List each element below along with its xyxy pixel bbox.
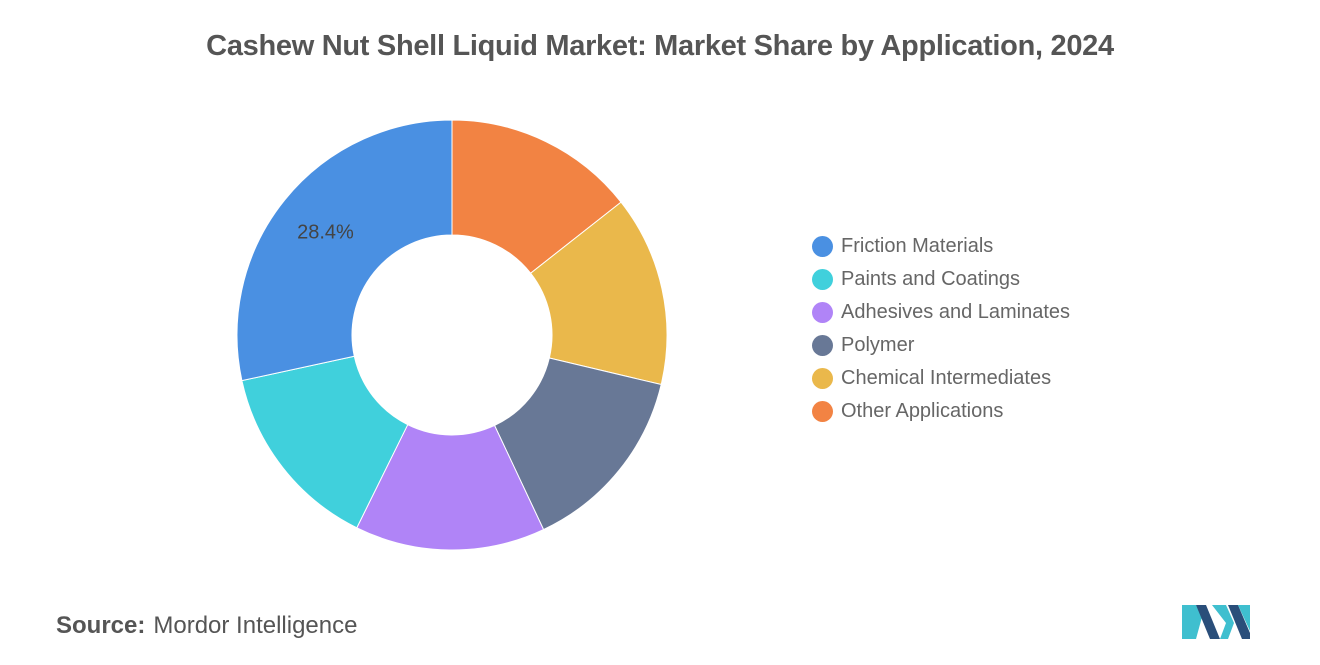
slice-polymer [493,357,662,531]
legend-label: Other Applications [841,400,1004,422]
legend-swatch [812,269,833,290]
legend-label: Polymer [841,334,915,356]
legend-swatch [812,335,833,356]
legend-item-friction-materials: Friction Materials [812,230,1070,263]
source-note: Source: Mordor Intelligence [56,612,357,640]
legend-swatch [812,236,833,257]
slice-paints-and-coatings [241,355,409,529]
slice-labels: 28.4% [297,221,354,243]
legend-item-other-applications: Other Applications [812,395,1070,428]
source-label: Source: [56,612,146,639]
mordor-intelligence-logo [1182,605,1250,639]
legend-swatch [812,302,833,323]
source-value: Mordor Intelligence [153,612,358,639]
chart-title: Cashew Nut Shell Liquid Market: Market S… [206,30,1114,62]
slice-adhesives-and-laminates [356,423,545,551]
legend-label: Friction Materials [841,235,994,257]
legend-item-chemical-intermediates: Chemical Intermediates [812,362,1070,395]
legend-label: Chemical Intermediates [841,367,1052,389]
donut-slices [236,119,668,551]
slice-friction-materials [236,119,453,382]
slice-chemical-intermediates [529,201,668,386]
data-label-friction-materials: 28.4% [297,221,354,243]
legend-item-paints-and-coatings: Paints and Coatings [812,263,1070,296]
legend-label: Adhesives and Laminates [841,301,1071,323]
legend-swatch [812,368,833,389]
legend-swatch [812,401,833,422]
legend-item-adhesives-and-laminates: Adhesives and Laminates [812,296,1070,329]
legend-item-polymer: Polymer [812,329,1070,362]
chart-legend: Friction Materials Paints and Coatings Adh… [812,230,1070,428]
legend-label: Paints and Coatings [841,268,1021,290]
